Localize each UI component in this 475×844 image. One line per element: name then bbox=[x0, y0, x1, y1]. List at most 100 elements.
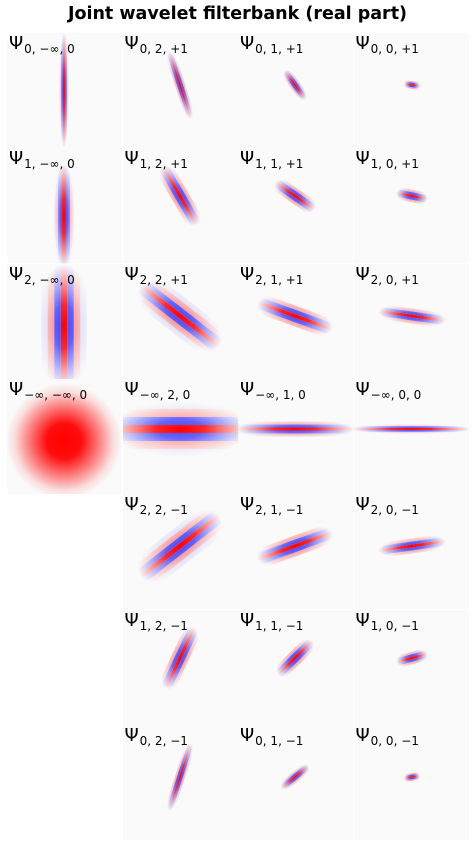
filter-cell: Ψ2, 0, +1 bbox=[353, 263, 469, 379]
psi-symbol: Ψ bbox=[240, 148, 255, 170]
filter-label: Ψ2, 2, +1 bbox=[124, 263, 188, 287]
filter-subscript: −∞, −∞, 0 bbox=[24, 387, 88, 402]
filter-subscript: 1, 2, +1 bbox=[139, 157, 188, 172]
filter-image bbox=[353, 494, 469, 610]
filter-label: Ψ0, 1, −1 bbox=[240, 724, 304, 748]
filter-subscript: 1, 1, −1 bbox=[255, 618, 304, 633]
filter-cell: Ψ2, 2, −1 bbox=[122, 494, 238, 610]
filter-cell: Ψ0, −∞, 0 bbox=[7, 33, 122, 148]
psi-symbol: Ψ bbox=[355, 378, 370, 400]
psi-symbol: Ψ bbox=[9, 263, 24, 285]
filter-image bbox=[238, 148, 353, 264]
filter-label: Ψ0, −∞, 0 bbox=[9, 35, 75, 56]
filter-image bbox=[238, 378, 353, 494]
filter-subscript: 1, 0, −1 bbox=[370, 618, 419, 633]
filter-subscript: 1, 0, +1 bbox=[370, 157, 419, 172]
filter-subscript: 0, 1, −1 bbox=[255, 733, 304, 748]
filter-image bbox=[122, 33, 238, 148]
filter-image bbox=[353, 378, 469, 494]
filter-image bbox=[353, 609, 469, 725]
psi-symbol: Ψ bbox=[124, 148, 139, 170]
filter-image bbox=[353, 148, 469, 264]
filter-cell: Ψ0, 0, +1 bbox=[353, 33, 469, 148]
psi-symbol: Ψ bbox=[355, 724, 370, 746]
filter-cell: Ψ1, 1, +1 bbox=[238, 148, 353, 264]
filter-label: Ψ2, 2, −1 bbox=[125, 496, 188, 518]
filter-label: Ψ−∞, 2, 0 bbox=[124, 378, 191, 402]
filter-cell: Ψ2, 2, +1 bbox=[122, 263, 238, 379]
filter-cell: Ψ2, −∞, 0 bbox=[7, 263, 122, 379]
filter-subscript: 2, 0, −1 bbox=[370, 503, 419, 518]
filter-subscript: 0, 0, −1 bbox=[370, 733, 419, 748]
filter-label: Ψ1, 2, −1 bbox=[125, 611, 188, 632]
filter-label: Ψ2, −∞, 0 bbox=[9, 263, 75, 287]
filter-cell: Ψ0, 1, −1 bbox=[238, 724, 353, 840]
filter-subscript: 2, 2, +1 bbox=[139, 272, 188, 287]
psi-symbol: Ψ bbox=[355, 494, 370, 516]
filter-label: Ψ2, 0, +1 bbox=[355, 263, 419, 286]
filter-image bbox=[238, 494, 353, 610]
psi-symbol: Ψ bbox=[355, 148, 370, 170]
filter-image bbox=[238, 33, 353, 148]
filter-image bbox=[122, 494, 238, 610]
filter-image bbox=[353, 33, 469, 148]
filter-label: Ψ1, −∞, 0 bbox=[9, 148, 75, 172]
psi-symbol: Ψ bbox=[240, 609, 255, 631]
filter-image bbox=[7, 263, 122, 379]
filter-label: Ψ0, 1, +1 bbox=[240, 33, 304, 56]
psi-symbol: Ψ bbox=[355, 609, 370, 631]
filter-cell: Ψ2, 1, +1 bbox=[238, 263, 353, 379]
filter-image bbox=[238, 724, 353, 840]
filter-subscript: 2, 2, −1 bbox=[139, 503, 188, 518]
filter-label: Ψ1, 2, +1 bbox=[124, 148, 188, 172]
filter-image bbox=[122, 378, 238, 494]
filter-subscript: 0, 2, −1 bbox=[139, 733, 188, 748]
psi-symbol: Ψ bbox=[124, 263, 139, 285]
filter-label: Ψ0, 0, −1 bbox=[355, 724, 419, 748]
filter-label: Ψ1, 1, +1 bbox=[240, 148, 304, 172]
psi-symbol: Ψ bbox=[240, 724, 255, 746]
filter-subscript: −∞, 0, 0 bbox=[370, 387, 422, 402]
filter-subscript: −∞, 1, 0 bbox=[255, 387, 306, 402]
filter-subscript: 1, 1, +1 bbox=[255, 157, 304, 172]
psi-symbol: Ψ bbox=[240, 33, 255, 54]
filter-label: Ψ2, 1, −1 bbox=[240, 496, 303, 517]
filter-label: Ψ−∞, 0, 0 bbox=[355, 378, 422, 402]
filter-subscript: 1, −∞, 0 bbox=[24, 157, 75, 172]
filter-label: Ψ1, 1, −1 bbox=[240, 609, 304, 633]
filter-image bbox=[122, 263, 238, 379]
filter-image bbox=[353, 263, 469, 379]
psi-symbol: Ψ bbox=[9, 378, 24, 400]
filter-cell: Ψ1, 0, +1 bbox=[353, 148, 469, 264]
filter-cell: Ψ1, 0, −1 bbox=[353, 609, 469, 725]
filter-image bbox=[238, 609, 353, 725]
filter-label: Ψ2, 0, −1 bbox=[355, 494, 419, 518]
filter-subscript: 0, 0, +1 bbox=[370, 42, 419, 56]
filter-cell: Ψ2, 0, −1 bbox=[353, 494, 469, 610]
filter-image bbox=[122, 148, 238, 264]
filter-label: Ψ0, 0, +1 bbox=[356, 35, 419, 56]
filter-image bbox=[7, 378, 122, 494]
filter-subscript: −∞, 2, 0 bbox=[139, 387, 191, 402]
psi-symbol: Ψ bbox=[124, 33, 139, 54]
filter-label: Ψ0, 2, −1 bbox=[125, 726, 188, 748]
filter-cell: Ψ0, 2, −1 bbox=[122, 724, 238, 840]
filter-subscript: 0, 1, +1 bbox=[255, 42, 304, 56]
filter-cell: Ψ0, 1, +1 bbox=[238, 33, 353, 148]
filter-image bbox=[122, 724, 238, 840]
filter-image bbox=[238, 263, 353, 379]
filter-image bbox=[7, 33, 122, 148]
filter-subscript: 2, −∞, 0 bbox=[24, 272, 75, 287]
filter-cell: Ψ−∞, 0, 0 bbox=[353, 378, 469, 494]
psi-symbol: Ψ bbox=[355, 263, 370, 285]
filter-cell: Ψ−∞, 2, 0 bbox=[122, 378, 238, 494]
filter-image bbox=[353, 724, 469, 840]
psi-symbol: Ψ bbox=[124, 378, 139, 400]
psi-symbol: Ψ bbox=[9, 148, 24, 170]
filter-subscript: 0, −∞, 0 bbox=[24, 42, 75, 56]
filter-cell: Ψ−∞, −∞, 0 bbox=[7, 378, 122, 494]
filter-cell: Ψ1, 2, +1 bbox=[122, 148, 238, 264]
psi-symbol: Ψ bbox=[240, 378, 255, 400]
filter-subscript: 2, 1, +1 bbox=[255, 272, 304, 287]
